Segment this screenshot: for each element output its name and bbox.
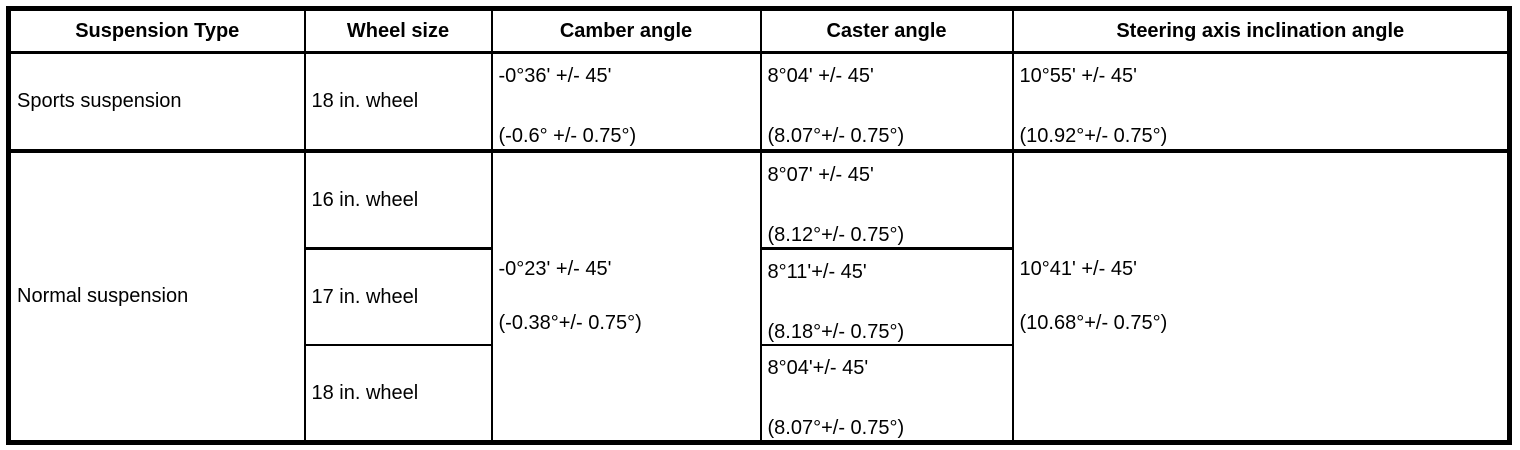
table-row-normal-18in: 18 in. wheel 8°04'+/- 45' (8.07°+/- 0.75… xyxy=(9,344,1510,444)
steering-minutes-value: 10°41' +/- 45' xyxy=(1019,258,1137,281)
steering-minutes-value: 10°55' +/- 45' xyxy=(1019,65,1137,87)
camber-minutes-value: -0°23' +/- 45' xyxy=(498,258,612,281)
caster-degrees-value: (8.18°+/- 0.75°) xyxy=(767,321,905,343)
steering-degrees-value: (10.92°+/- 0.75°) xyxy=(1019,125,1168,147)
col-header-camber-angle: Camber angle xyxy=(490,7,762,54)
steering-axis-cell-sports: 10°55' +/- 45' (10.92°+/- 0.75°) xyxy=(1011,51,1511,153)
caster-minutes-value: 8°11'+/- 45' xyxy=(767,261,867,283)
table-row-normal-17in: 17 in. wheel 8°11'+/- 45' (8.18°+/- 0.75… xyxy=(9,247,1510,346)
col-header-wheel-size: Wheel size xyxy=(303,7,493,54)
col-header-steering-axis-inclination-angle: Steering axis inclination angle xyxy=(1011,7,1511,54)
wheel-size-cell-normal-18in: 18 in. wheel xyxy=(303,344,493,444)
camber-minutes-value: -0°36' +/- 45' xyxy=(498,65,612,87)
table-row-normal-16in: Normal suspension 16 in. wheel -0°23' +/… xyxy=(7,149,1511,444)
suspension-type-cell-sports: Sports suspension xyxy=(7,51,306,153)
header-row: Suspension Type Wheel size Camber angle … xyxy=(7,7,1511,54)
caster-angle-cell-sports: 8°04' +/- 45' (8.07°+/- 0.75°) xyxy=(759,51,1014,153)
caster-angle-cell-normal-16in: 8°07' +/- 45' (8.12°+/- 0.75°) xyxy=(759,149,1014,250)
camber-angle-cell-normal: -0°23' +/- 45' (-0.38°+/- 0.75°) xyxy=(490,149,762,444)
caster-angle-cell-normal-18in: 8°04'+/- 45' (8.07°+/- 0.75°) xyxy=(759,344,1014,444)
table-row-sports-suspension: Sports suspension 18 in. wheel -0°36' +/… xyxy=(7,51,1511,153)
suspension-type-cell-normal: Normal suspension xyxy=(7,149,306,444)
steering-degrees-value: (10.68°+/- 0.75°) xyxy=(1019,312,1168,335)
caster-minutes-value: 8°04'+/- 45' xyxy=(767,357,869,379)
caster-degrees-value: (8.12°+/- 0.75°) xyxy=(767,223,905,246)
caster-degrees-value: (8.07°+/- 0.75°) xyxy=(767,417,905,439)
wheel-size-cell-normal-16in: 16 in. wheel xyxy=(303,149,493,250)
col-header-suspension-type: Suspension Type xyxy=(7,7,306,54)
camber-degrees-value: (-0.6° +/- 0.75°) xyxy=(498,125,637,147)
wheel-size-cell-sports-18in: 18 in. wheel xyxy=(303,51,493,153)
caster-degrees-value: (8.07°+/- 0.75°) xyxy=(767,125,905,147)
steering-axis-cell-normal: 10°41' +/- 45' (10.68°+/- 0.75°) xyxy=(1011,149,1511,444)
camber-angle-cell-sports: -0°36' +/- 45' (-0.6° +/- 0.75°) xyxy=(490,51,762,153)
wheel-size-cell-normal-17in: 17 in. wheel xyxy=(303,247,493,346)
caster-minutes-value: 8°04' +/- 45' xyxy=(767,65,874,87)
col-header-caster-angle: Caster angle xyxy=(759,7,1014,54)
caster-minutes-value: 8°07' +/- 45' xyxy=(767,163,874,186)
wheel-alignment-spec-table: Suspension Type Wheel size Camber angle … xyxy=(6,6,1512,445)
camber-degrees-value: (-0.38°+/- 0.75°) xyxy=(498,312,642,335)
caster-angle-cell-normal-17in: 8°11'+/- 45' (8.18°+/- 0.75°) xyxy=(759,247,1014,346)
